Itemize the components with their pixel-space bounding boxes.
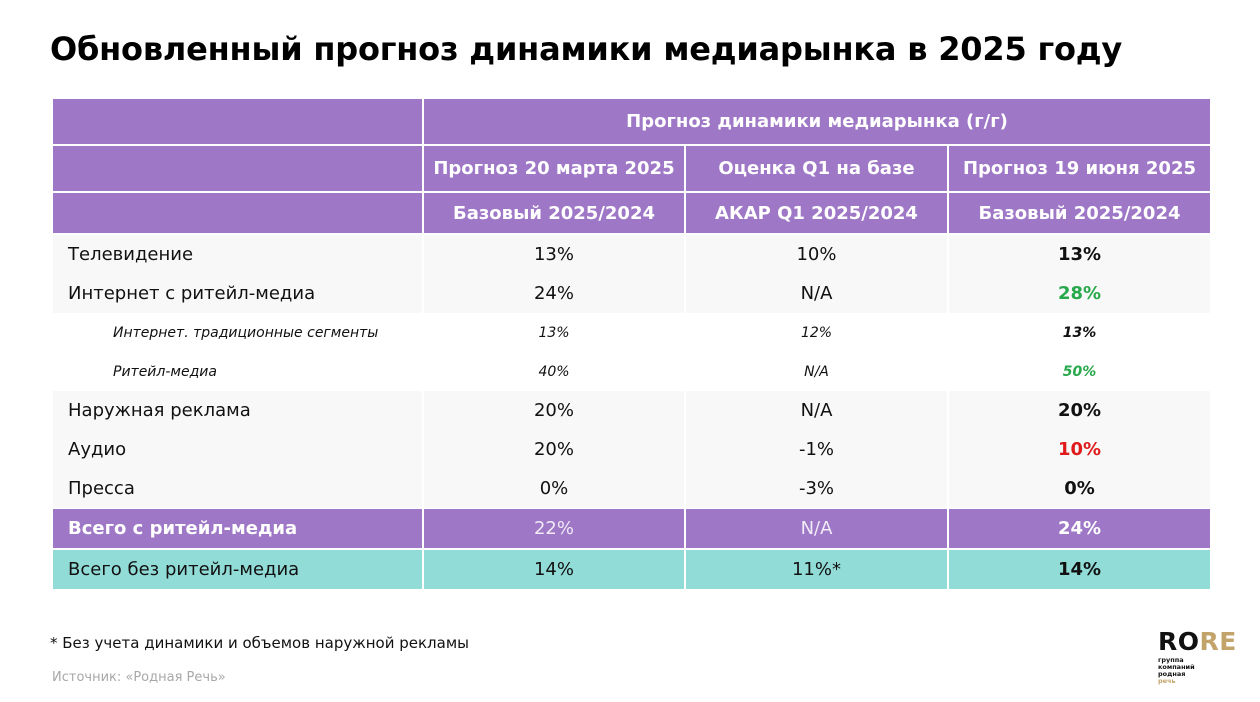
table-row: Телевидение 13% 10% 13% <box>53 234 1210 274</box>
page-title: Обновленный прогноз динамики медиарынка … <box>50 30 1123 68</box>
table-row: Аудио 20% -1% 10% <box>53 430 1210 469</box>
value-cell: 28% <box>947 274 1210 313</box>
value-cell: 13% <box>947 313 1210 352</box>
row-label: Интернет с ритейл-медиа <box>53 274 423 313</box>
row-label: Телевидение <box>53 234 423 274</box>
column-header: Оценка Q1 на базе <box>684 145 948 193</box>
row-label: Ритейл-медиа <box>113 363 217 380</box>
value-cell: 20% <box>422 430 685 469</box>
row-label: Наружная реклама <box>53 391 423 430</box>
company-logo: RORE группа компаний родная речь <box>1158 628 1250 688</box>
header-empty-cell <box>53 192 423 235</box>
value-cell: N/A <box>684 508 948 549</box>
header-empty-cell <box>53 99 423 146</box>
media-forecast-table: Прогноз динамики медиарынка (г/г) Прогно… <box>53 99 1210 589</box>
column-subheader: Базовый 2025/2024 <box>947 192 1210 235</box>
logo-sub-line: компаний <box>1158 663 1195 671</box>
value-cell: 24% <box>947 508 1210 549</box>
value-cell: N/A <box>684 391 948 430</box>
table-row: Пресса 0% -3% 0% <box>53 469 1210 509</box>
value-cell: 11%* <box>684 548 948 589</box>
column-subheader: АКАР Q1 2025/2024 <box>684 192 948 235</box>
table-row: Интернет с ритейл-медиа 24% N/A 28% <box>53 274 1210 313</box>
column-header: Прогноз 19 июня 2025 <box>947 145 1210 193</box>
logo-re: RE <box>1199 627 1237 656</box>
logo-wordmark: RORE <box>1158 628 1250 656</box>
value-cell: 12% <box>684 313 948 352</box>
table-row: Наружная реклама 20% N/A 20% <box>53 391 1210 430</box>
logo-sub-line: родная <box>1158 670 1186 678</box>
column-header: Прогноз 20 марта 2025 <box>422 145 685 193</box>
logo-subtitle: группа компаний родная речь <box>1158 657 1250 685</box>
logo-sub-line: речь <box>1158 677 1176 685</box>
value-cell: 20% <box>422 391 685 430</box>
value-cell: 50% <box>947 352 1210 391</box>
table-row: Интернет. традиционные сегменты 13% 12% … <box>53 313 1210 352</box>
row-label: Всего без ритейл-медиа <box>53 548 423 589</box>
value-cell: 14% <box>422 548 685 589</box>
value-cell: 0% <box>422 469 685 509</box>
total-row-without-retail: Всего без ритейл-медиа 14% 11%* 14% <box>53 548 1210 589</box>
table-row: Ритейл-медиа 40% N/A 50% <box>53 352 1210 391</box>
row-label: Всего с ритейл-медиа <box>53 508 423 549</box>
row-label: Аудио <box>53 430 423 469</box>
value-cell: 40% <box>422 352 685 391</box>
value-cell: -1% <box>684 430 948 469</box>
row-label: Пресса <box>53 469 423 509</box>
value-cell: 22% <box>422 508 685 549</box>
row-label: Интернет. традиционные сегменты <box>113 324 379 341</box>
value-cell: 20% <box>947 391 1210 430</box>
value-cell: 10% <box>684 234 948 274</box>
footnote: * Без учета динамики и объемов наружной … <box>50 634 469 652</box>
logo-sub-line: группа <box>1158 656 1184 664</box>
value-cell: 24% <box>422 274 685 313</box>
value-cell: 13% <box>422 313 685 352</box>
value-cell: -3% <box>684 469 948 509</box>
value-cell: 13% <box>422 234 685 274</box>
value-cell: 10% <box>947 430 1210 469</box>
source-note: Источник: «Родная Речь» <box>52 670 226 685</box>
logo-ro: RO <box>1158 627 1200 656</box>
value-cell: N/A <box>684 274 948 313</box>
group-header: Прогноз динамики медиарынка (г/г) <box>422 99 1210 146</box>
header-empty-cell <box>53 145 423 193</box>
table-header-row: Базовый 2025/2024 АКАР Q1 2025/2024 Базо… <box>53 192 1210 235</box>
value-cell: 14% <box>947 548 1210 589</box>
table-header-row: Прогноз динамики медиарынка (г/г) <box>53 99 1210 146</box>
total-row-with-retail: Всего с ритейл-медиа 22% N/A 24% <box>53 508 1210 549</box>
value-cell: 13% <box>947 234 1210 274</box>
table-header-row: Прогноз 20 марта 2025 Оценка Q1 на базе … <box>53 145 1210 193</box>
value-cell: 0% <box>947 469 1210 509</box>
value-cell: N/A <box>684 352 948 391</box>
column-subheader: Базовый 2025/2024 <box>422 192 685 235</box>
